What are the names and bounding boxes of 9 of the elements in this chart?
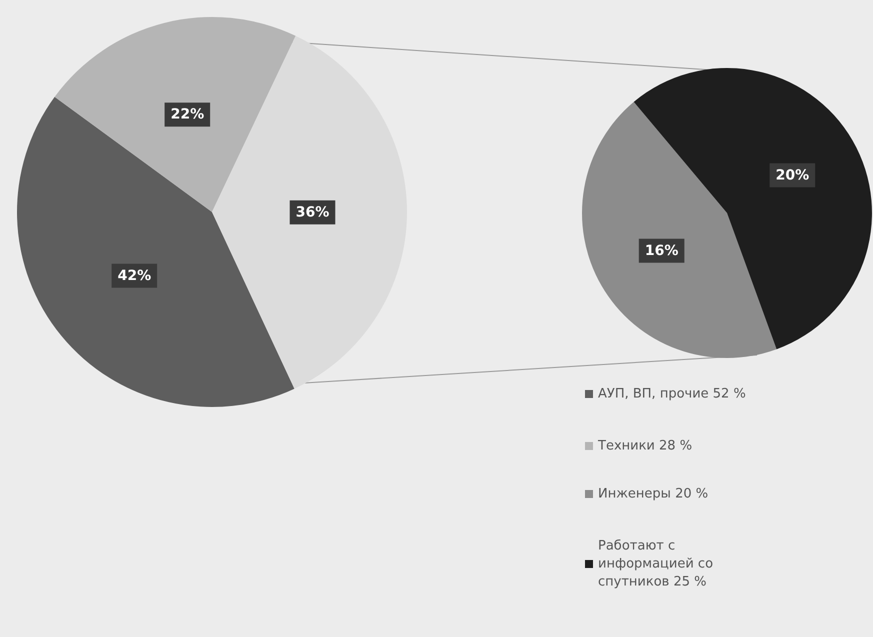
legend-label: Инженеры 20 % (598, 486, 708, 502)
legend-label: Техники 28 % (597, 438, 692, 454)
data-label: 22% (170, 106, 204, 123)
data-label: 42% (118, 268, 152, 284)
data-label: 36% (296, 204, 330, 220)
legend-label: АУП, ВП, прочие 52 % (598, 386, 746, 402)
data-label: 20% (776, 167, 810, 184)
legend-label: Работают с информацией со спутников 25 % (598, 538, 718, 590)
data-label: 16% (644, 242, 678, 259)
